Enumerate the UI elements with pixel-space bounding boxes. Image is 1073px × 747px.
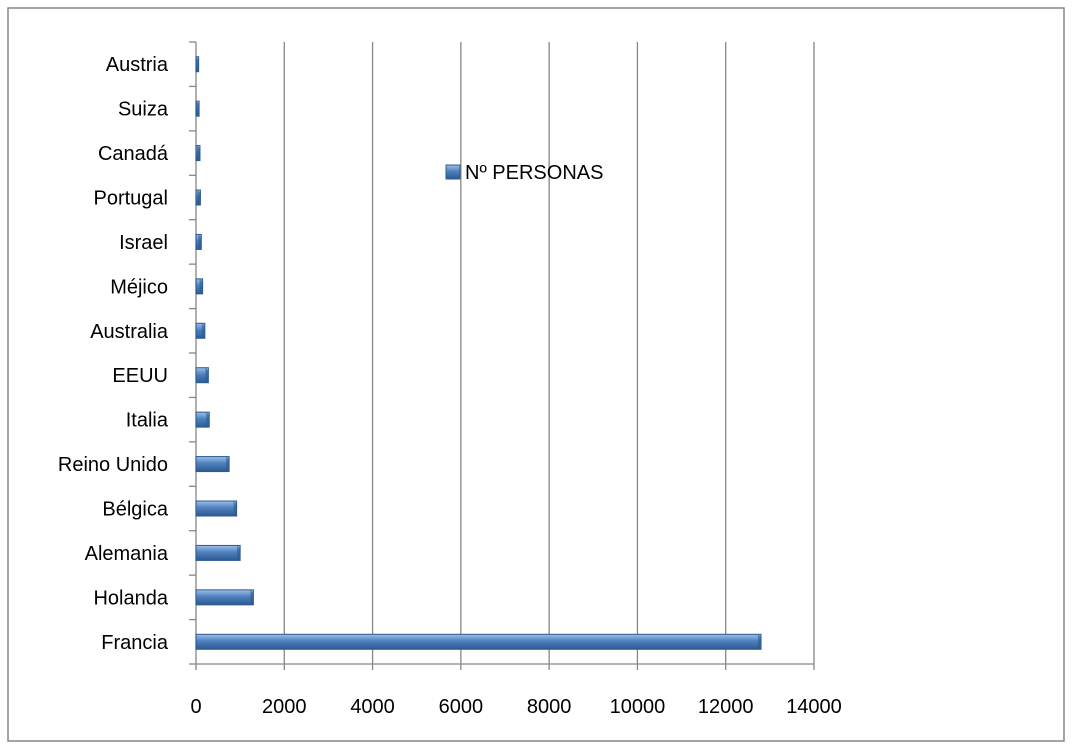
legend-swatch — [445, 164, 461, 180]
bar-bevel — [199, 278, 203, 294]
legend: Nº PERSONAS — [445, 162, 603, 184]
bar-bevel — [226, 456, 230, 472]
x-tick-label: 2000 — [262, 696, 307, 718]
x-tick-label: 6000 — [439, 696, 484, 718]
x-tick-label: 0 — [190, 696, 201, 718]
bar-holanda — [195, 589, 254, 606]
category-label: Canadá — [98, 143, 169, 165]
bar — [195, 456, 230, 473]
bar-bevel — [205, 367, 209, 383]
bar-bevel — [206, 412, 210, 428]
bar-reino-unido — [195, 456, 230, 473]
bar — [195, 544, 241, 561]
category-labels: Francia Holanda Alemania Bélgica Reino Unido… — [58, 54, 169, 654]
category-label: Portugal — [94, 188, 169, 210]
category-label: Francia — [101, 632, 169, 654]
bar-bevel — [201, 323, 205, 339]
bars — [195, 56, 762, 650]
x-tick-label: 14000 — [786, 696, 842, 718]
bar-bevel — [758, 634, 762, 650]
bar — [195, 500, 238, 517]
bar-bevel — [197, 190, 201, 205]
category-label: Reino Unido — [58, 454, 168, 476]
bar-bevel — [195, 56, 199, 72]
bar-israel — [195, 233, 202, 250]
x-tick-label: 4000 — [350, 696, 395, 718]
bar-bevel — [196, 101, 200, 117]
bar-austria — [195, 56, 200, 73]
bar-eeuu — [195, 367, 209, 384]
bar-francia — [195, 633, 762, 650]
bar-suiza — [195, 100, 200, 117]
category-label: EEUU — [112, 365, 168, 387]
bar-bevel — [237, 545, 241, 561]
bar — [195, 589, 254, 606]
bar-bevel — [250, 589, 254, 605]
bar-italia — [195, 411, 210, 428]
category-label: Austria — [106, 54, 169, 76]
x-tick-label: 8000 — [527, 696, 572, 718]
category-label: Bélgica — [102, 499, 168, 521]
bar-méjico — [195, 278, 204, 295]
category-label: Alemania — [85, 543, 169, 565]
legend-label: Nº PERSONAS — [465, 162, 603, 184]
bar-bevel — [196, 145, 200, 161]
bar-canadá — [195, 145, 201, 162]
x-tick-labels: 0 2000 4000 6000 8000 10000 12000 14000 — [190, 696, 841, 718]
category-label: Suiza — [118, 99, 169, 121]
category-label: Méjico — [110, 276, 168, 298]
chart-border — [7, 7, 1065, 742]
bar — [195, 633, 762, 650]
category-label: Italia — [126, 410, 169, 432]
x-tick-label: 10000 — [610, 696, 666, 718]
bar-alemania — [195, 544, 241, 561]
category-label: Australia — [90, 321, 169, 343]
gridlines — [283, 42, 815, 664]
bar-bélgica — [195, 500, 238, 517]
bar-bevel — [198, 234, 202, 250]
x-tick-label: 12000 — [698, 696, 754, 718]
category-label: Israel — [119, 232, 168, 254]
category-label: Holanda — [93, 587, 168, 609]
bar-portugal — [195, 189, 201, 206]
bar-australia — [195, 322, 206, 339]
bar-bevel — [233, 501, 237, 516]
